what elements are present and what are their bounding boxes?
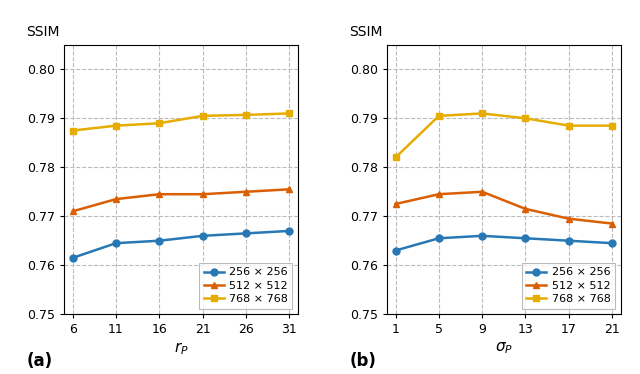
256 × 256: [392, 248, 399, 253]
256 × 256: [478, 234, 486, 238]
256 × 256: [435, 236, 443, 240]
512 × 512: [156, 192, 163, 196]
768 × 768: [156, 121, 163, 125]
256 × 256: [199, 234, 207, 238]
256 × 256: [242, 231, 250, 236]
512 × 512: [435, 192, 443, 196]
512 × 512: [285, 187, 293, 191]
Line: 256 × 256: 256 × 256: [69, 227, 292, 261]
512 × 512: [522, 207, 529, 211]
Text: SSIM: SSIM: [349, 25, 383, 40]
512 × 512: [608, 221, 616, 226]
256 × 256: [565, 239, 573, 243]
768 × 768: [242, 113, 250, 117]
Text: (b): (b): [349, 352, 376, 370]
768 × 768: [69, 128, 77, 133]
Legend: 256 × 256, 512 × 512, 768 × 768: 256 × 256, 512 × 512, 768 × 768: [199, 263, 292, 309]
768 × 768: [478, 111, 486, 116]
X-axis label: $\sigma_P$: $\sigma_P$: [495, 340, 513, 356]
512 × 512: [199, 192, 207, 196]
768 × 768: [285, 111, 293, 116]
Line: 512 × 512: 512 × 512: [392, 188, 616, 227]
256 × 256: [608, 241, 616, 245]
768 × 768: [435, 114, 443, 118]
768 × 768: [199, 114, 207, 118]
768 × 768: [392, 155, 399, 160]
768 × 768: [522, 116, 529, 120]
256 × 256: [69, 255, 77, 260]
Legend: 256 × 256, 512 × 512, 768 × 768: 256 × 256, 512 × 512, 768 × 768: [522, 263, 615, 309]
512 × 512: [478, 190, 486, 194]
256 × 256: [522, 236, 529, 240]
X-axis label: $r_P$: $r_P$: [173, 340, 188, 357]
768 × 768: [112, 123, 120, 128]
512 × 512: [69, 209, 77, 214]
512 × 512: [565, 217, 573, 221]
512 × 512: [112, 197, 120, 201]
256 × 256: [156, 239, 163, 243]
Text: (a): (a): [27, 352, 52, 370]
Line: 256 × 256: 256 × 256: [392, 232, 616, 254]
Line: 768 × 768: 768 × 768: [69, 110, 292, 134]
Line: 512 × 512: 512 × 512: [69, 186, 292, 215]
Line: 768 × 768: 768 × 768: [392, 110, 616, 161]
768 × 768: [608, 123, 616, 128]
Text: SSIM: SSIM: [27, 25, 60, 40]
256 × 256: [112, 241, 120, 245]
512 × 512: [242, 190, 250, 194]
512 × 512: [392, 202, 399, 206]
768 × 768: [565, 123, 573, 128]
256 × 256: [285, 229, 293, 233]
